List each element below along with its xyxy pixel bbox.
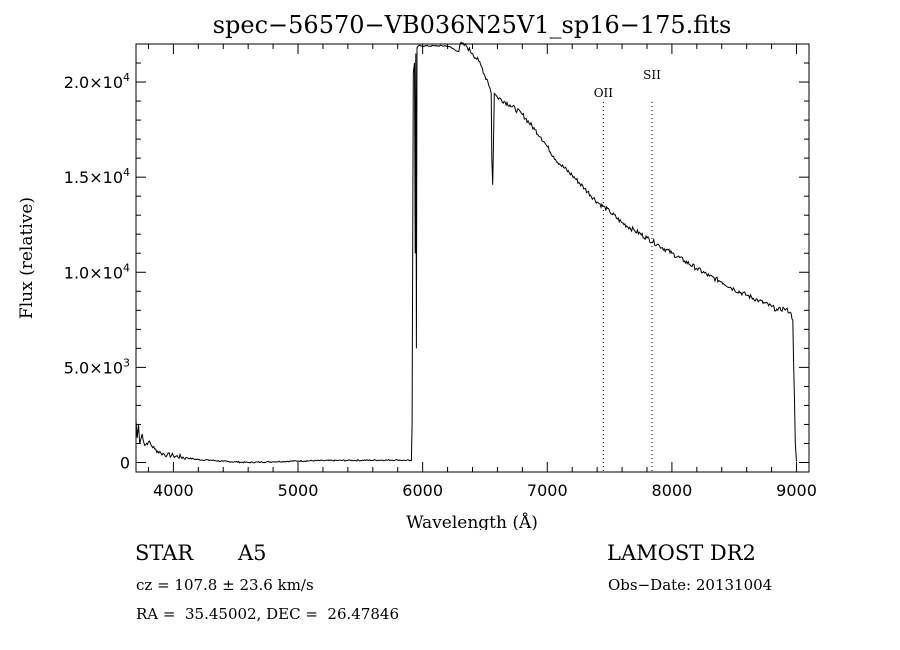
obs-date-text: Obs−Date: 20131004 <box>608 576 773 594</box>
plot-frame <box>135 43 810 473</box>
x-tick-label: 4000 <box>153 481 194 500</box>
object-class: STAR <box>135 541 194 565</box>
y-axis-label: Flux (relative) <box>17 197 37 319</box>
line-label-sii: SII <box>643 68 661 82</box>
x-axis-label: Wavelength (Å) <box>406 512 538 530</box>
y-tick-label: 0 <box>120 453 130 472</box>
x-tick-label: 7000 <box>527 481 568 500</box>
y-tick-label: 1.0×104 <box>64 261 130 282</box>
redshift-text: cz = 107.8 ± 23.6 km/s <box>136 576 314 594</box>
y-tick-label: 1.5×104 <box>64 166 130 187</box>
chart-title: spec−56570−VB036N25V1_sp16−175.fits <box>213 11 732 39</box>
flux-series-line <box>135 41 797 464</box>
y-tick-label: 2.0×104 <box>64 71 130 92</box>
line-label-oii: OII <box>594 86 614 100</box>
survey-name: LAMOST DR2 <box>607 541 756 565</box>
spectrum-chart: spec−56570−VB036N25V1_sp16−175.fits 4000… <box>17 11 817 533</box>
x-tick-label: 6000 <box>402 481 443 500</box>
x-tick-label: 9000 <box>776 481 817 500</box>
spectrum-plot: spec−56570−VB036N25V1_sp16−175.fits 4000… <box>17 11 817 533</box>
x-tick-label: 8000 <box>652 481 693 500</box>
object-subclass: A5 <box>238 541 267 565</box>
y-tick-label: 5.0×103 <box>64 356 130 377</box>
coordinates-text: RA = 35.45002, DEC = 26.47846 <box>136 605 400 623</box>
x-tick-label: 5000 <box>278 481 319 500</box>
